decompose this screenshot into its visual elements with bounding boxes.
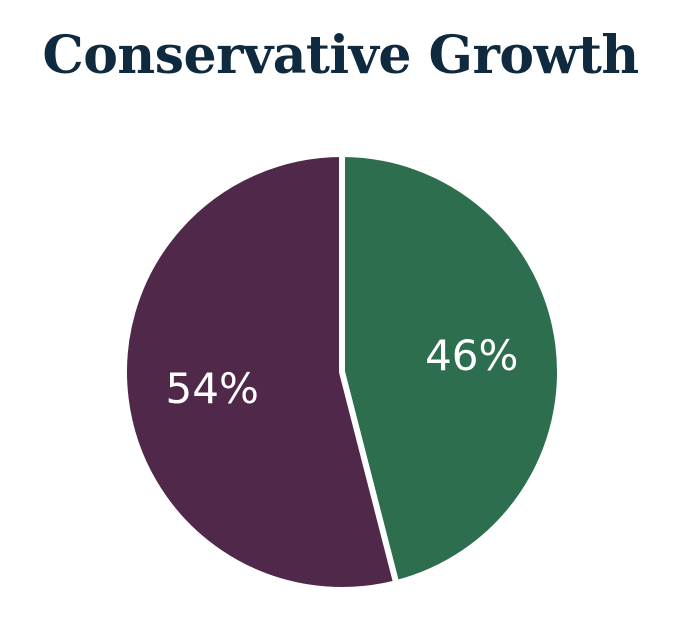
chart-title: Conservative Growth xyxy=(42,25,639,86)
pie-slice-54 xyxy=(121,151,400,593)
slice-label-54: 54% xyxy=(166,364,259,413)
slice-label-46: 46% xyxy=(425,331,518,380)
pie-slice-46 xyxy=(339,151,563,587)
